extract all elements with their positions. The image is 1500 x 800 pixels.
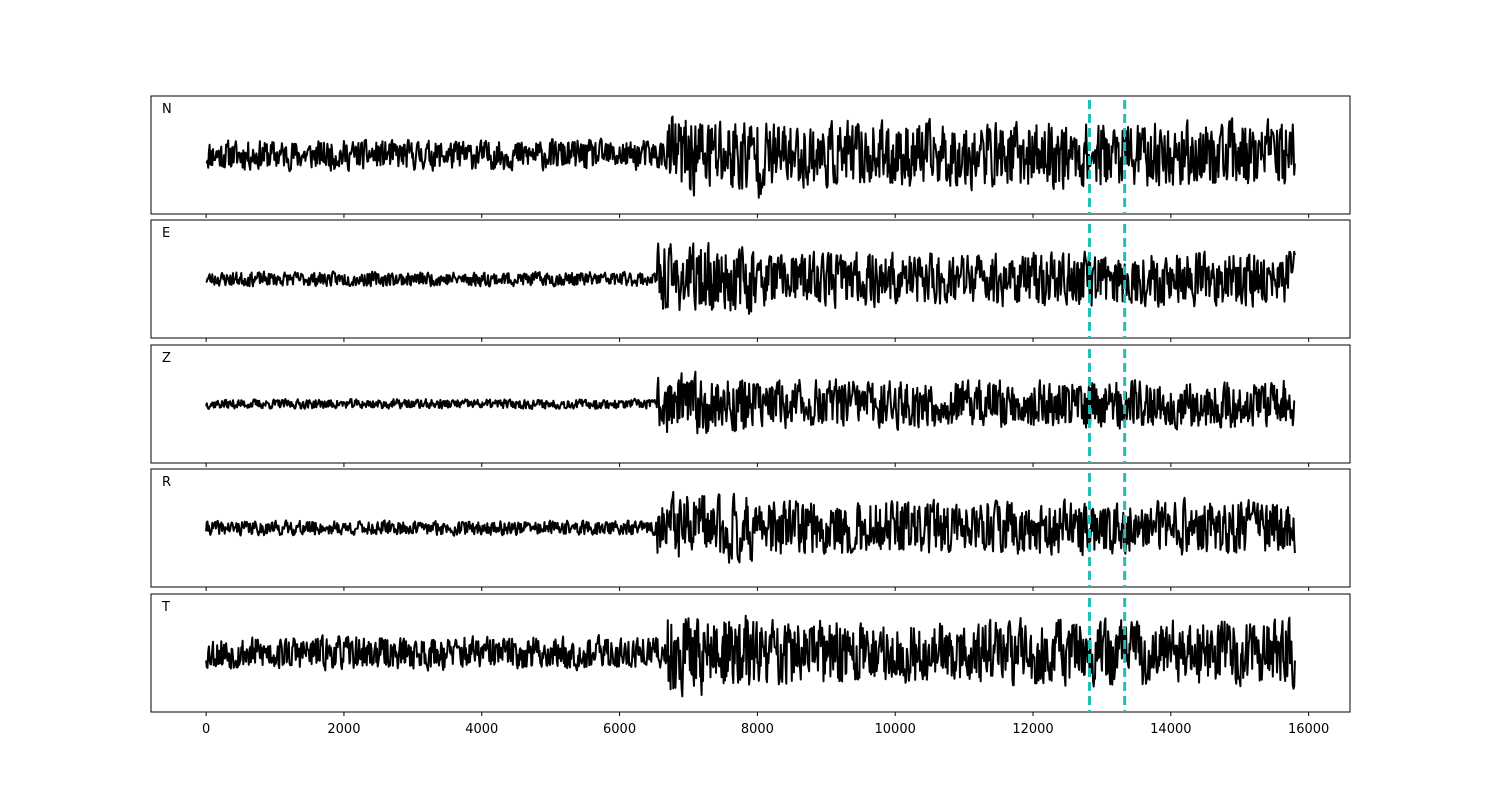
panel-e: E [150, 219, 1351, 342]
waveform-trace-z [205, 370, 1296, 435]
x-tick-label: 10000 [875, 722, 916, 737]
panel-r: R [150, 468, 1351, 591]
panel-frame [150, 593, 1351, 713]
panel-frame [150, 219, 1351, 339]
panel-frame [150, 468, 1351, 588]
x-tick-label: 2000 [327, 722, 360, 737]
panel-label: T [161, 600, 170, 615]
panel-n: N [150, 95, 1351, 218]
waveform-trace-r [205, 490, 1296, 564]
panel-frame [150, 95, 1351, 215]
x-tick-label: 12000 [1012, 722, 1053, 737]
x-tick-label: 4000 [465, 722, 498, 737]
x-tick-label: 14000 [1150, 722, 1191, 737]
panel-label: R [162, 475, 171, 490]
panel-label: N [162, 102, 172, 117]
panel-z: Z [150, 344, 1351, 467]
x-tick-label: 0 [202, 722, 210, 737]
panel-t: T [150, 593, 1351, 716]
x-tick-label: 6000 [603, 722, 636, 737]
panel-label: E [162, 226, 170, 241]
panel-frame [150, 344, 1351, 464]
waveform-trace-e [205, 242, 1296, 315]
waveform-trace-n [205, 115, 1296, 199]
x-tick-label: 16000 [1288, 722, 1329, 737]
x-tick-label: 8000 [741, 722, 774, 737]
panel-label: Z [162, 351, 171, 366]
waveform-trace-t [205, 614, 1296, 698]
